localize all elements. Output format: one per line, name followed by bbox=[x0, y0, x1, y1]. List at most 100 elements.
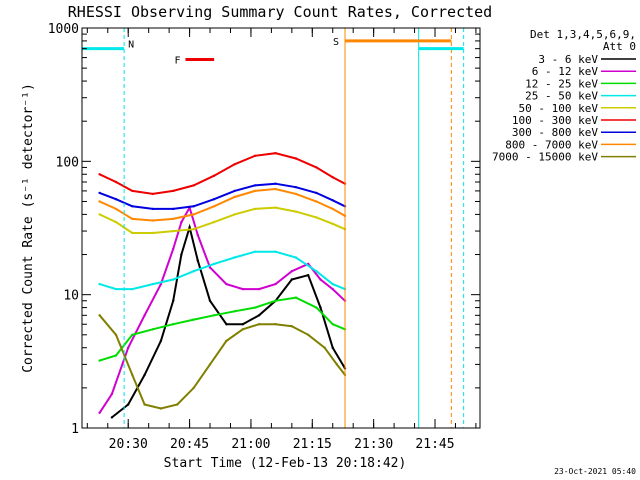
x-tick-label-5: 21:45 bbox=[415, 437, 454, 452]
x-tick-label-1: 20:45 bbox=[170, 437, 209, 452]
series-point-0-3 bbox=[159, 339, 163, 343]
series-point-3-1 bbox=[114, 287, 118, 291]
legend-label-3: 25 - 50 keV bbox=[525, 90, 598, 103]
series-point-0-5 bbox=[180, 253, 183, 256]
series-point-6-2 bbox=[131, 205, 134, 208]
series-line-4 bbox=[99, 206, 346, 234]
series-point-8-15 bbox=[335, 363, 338, 366]
series-point-7-12 bbox=[331, 207, 334, 211]
series-point-8-14 bbox=[323, 346, 326, 349]
series-point-1-1 bbox=[110, 392, 114, 396]
series-point-7-10 bbox=[294, 192, 298, 196]
series-point-8-0 bbox=[98, 314, 101, 317]
series-point-8-8 bbox=[225, 339, 228, 343]
series-point-0-13 bbox=[290, 278, 293, 281]
series-point-8-12 bbox=[290, 325, 293, 328]
series-point-4-2 bbox=[131, 231, 134, 235]
series-line-3 bbox=[99, 250, 346, 291]
y-axis-label: Corrected Count Rate (s⁻¹ detector⁻¹) bbox=[21, 83, 36, 373]
series-point-4-8 bbox=[253, 207, 257, 211]
y-tick-label-0: 1 bbox=[71, 422, 79, 437]
series-point-7-8 bbox=[253, 189, 257, 193]
legend-label-6: 300 - 800 keV bbox=[512, 126, 598, 139]
series-point-2-2 bbox=[131, 333, 134, 336]
generation-timestamp: 23-Oct-2021 05:40 bbox=[554, 467, 636, 476]
legend-label-4: 50 - 100 keV bbox=[519, 102, 599, 115]
series-point-4-4 bbox=[172, 229, 175, 233]
series-point-7-6 bbox=[212, 205, 216, 208]
series-point-6-9 bbox=[274, 182, 277, 185]
series-point-5-8 bbox=[253, 154, 257, 157]
series-point-6-5 bbox=[192, 205, 195, 208]
saa-flag-label: S bbox=[333, 37, 339, 48]
series-point-2-1 bbox=[114, 354, 118, 357]
legend-label-7: 800 - 7000 keV bbox=[505, 138, 598, 151]
y-tick-label-1: 10 bbox=[63, 289, 79, 304]
series-point-1-9 bbox=[208, 266, 212, 269]
series-point-2-11 bbox=[315, 306, 318, 309]
series-point-5-11 bbox=[315, 166, 318, 169]
series-point-6-7 bbox=[233, 189, 236, 193]
series-point-2-4 bbox=[172, 323, 175, 326]
series-point-0-15 bbox=[319, 306, 322, 309]
series-point-1-10 bbox=[225, 282, 228, 286]
series-point-4-3 bbox=[151, 231, 154, 235]
series-point-6-10 bbox=[294, 186, 298, 189]
series-point-3-8 bbox=[253, 250, 257, 253]
series-point-3-3 bbox=[151, 282, 154, 286]
series-point-1-12 bbox=[257, 287, 261, 291]
series-point-0-1 bbox=[127, 403, 130, 406]
series-layer bbox=[98, 152, 347, 419]
series-point-8-7 bbox=[208, 363, 212, 366]
series-point-2-7 bbox=[233, 310, 236, 313]
x-tick-label-2: 21:00 bbox=[231, 437, 270, 452]
legend-header-0: Det 1,3,4,5,6,9, bbox=[530, 28, 636, 41]
flare-flag-label: F bbox=[174, 56, 180, 67]
series-point-8-4 bbox=[159, 407, 163, 410]
series-point-3-0 bbox=[98, 282, 101, 286]
y-tick-label-2: 100 bbox=[56, 155, 79, 170]
series-point-2-9 bbox=[274, 299, 277, 302]
series-point-5-2 bbox=[131, 189, 134, 193]
series-point-5-10 bbox=[294, 157, 298, 160]
series-point-2-0 bbox=[98, 359, 101, 362]
series-point-4-5 bbox=[192, 228, 195, 231]
series-point-6-3 bbox=[151, 207, 154, 211]
series-point-3-10 bbox=[294, 256, 298, 259]
series-line-7 bbox=[99, 187, 346, 222]
series-point-1-6 bbox=[180, 220, 183, 224]
series-point-4-9 bbox=[274, 206, 277, 209]
series-point-4-7 bbox=[233, 213, 236, 216]
series-point-0-11 bbox=[257, 314, 261, 317]
series-point-6-4 bbox=[172, 207, 175, 211]
series-point-7-3 bbox=[151, 219, 154, 222]
series-line-0 bbox=[111, 223, 346, 419]
series-point-2-12 bbox=[331, 323, 334, 326]
series-point-0-6 bbox=[188, 226, 191, 229]
series-point-3-7 bbox=[233, 256, 236, 259]
series-point-3-4 bbox=[172, 278, 175, 281]
series-point-1-4 bbox=[159, 282, 163, 286]
series-point-5-4 bbox=[172, 189, 175, 193]
series-point-7-9 bbox=[274, 187, 277, 191]
x-tick-label-0: 20:30 bbox=[109, 437, 148, 452]
series-point-6-12 bbox=[331, 199, 334, 202]
series-point-0-8 bbox=[208, 299, 212, 302]
series-point-1-14 bbox=[290, 270, 293, 273]
series-line-2 bbox=[99, 296, 346, 362]
series-point-2-6 bbox=[212, 314, 216, 317]
series-point-5-5 bbox=[192, 184, 195, 187]
series-point-1-17 bbox=[331, 287, 334, 291]
series-point-7-5 bbox=[192, 213, 195, 216]
series-point-0-14 bbox=[307, 274, 310, 277]
marker-layer: N F S bbox=[82, 28, 465, 428]
series-point-7-7 bbox=[233, 195, 236, 199]
x-tick-label-4: 21:30 bbox=[354, 437, 393, 452]
series-point-0-16 bbox=[331, 346, 334, 349]
series-point-2-8 bbox=[253, 306, 257, 309]
legend-label-0: 3 - 6 keV bbox=[538, 53, 598, 66]
series-point-3-12 bbox=[331, 282, 334, 286]
chart-title: RHESSI Observing Summary Count Rates, Co… bbox=[68, 3, 492, 21]
series-point-5-9 bbox=[274, 152, 277, 155]
